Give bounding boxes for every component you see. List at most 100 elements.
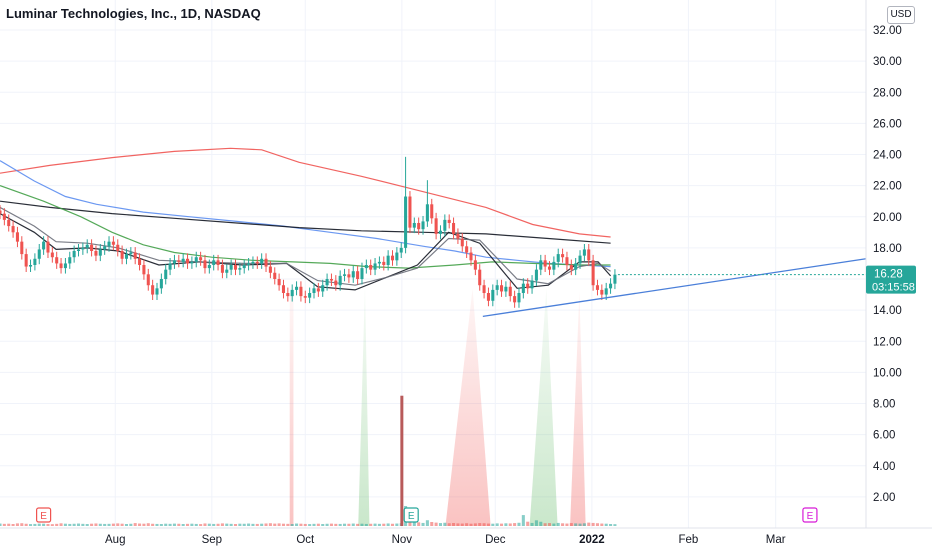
volume-bar: [76, 523, 81, 526]
price-tick-label: 32.00: [873, 25, 902, 37]
candle-body: [578, 255, 582, 264]
volume-bar: [46, 524, 50, 526]
moving-average-line: [0, 185, 611, 269]
volume-bar: [473, 523, 477, 526]
volume-bar: [373, 523, 377, 526]
candle-body: [604, 288, 608, 295]
volume-bar: [255, 523, 259, 526]
volume-bar: [517, 522, 521, 526]
candle-body: [233, 264, 238, 270]
volume-bar: [281, 523, 286, 526]
volume-bar: [456, 523, 460, 526]
trendlines: [482, 258, 867, 317]
last-price-value: 16.28: [874, 269, 903, 281]
earnings-marker-box: [36, 507, 52, 523]
candle-body: [434, 218, 438, 234]
candle-body: [482, 285, 486, 294]
currency-button[interactable]: USD: [887, 6, 915, 24]
volume-bar: [37, 523, 41, 526]
volume-bar: [33, 523, 37, 526]
volume-bar: [85, 524, 89, 526]
candle-body: [408, 196, 412, 228]
volume-bar: [574, 523, 578, 526]
candle-body: [94, 250, 98, 256]
volume-bar: [377, 523, 381, 526]
volume-bar: [273, 523, 277, 526]
candle-body: [151, 285, 155, 295]
chart-title: Luminar Technologies, Inc., 1D, NASDAQ: [6, 6, 261, 21]
volume-bar: [329, 523, 333, 526]
price-tick-label: 18.00: [873, 243, 902, 255]
candle-body: [377, 261, 381, 264]
candle-body: [59, 263, 63, 269]
volume-bar: [491, 523, 495, 526]
volume-bar: [129, 523, 133, 526]
candle-body: [386, 255, 390, 265]
candle-body: [465, 246, 469, 253]
candle-body: [534, 269, 538, 281]
candle-body: [98, 249, 102, 256]
volume-bar: [526, 521, 530, 526]
volume-bar: [369, 523, 373, 526]
volume-bar: [63, 523, 67, 526]
price-tick-label: 22.00: [873, 181, 902, 193]
moving-average-line: [0, 200, 611, 244]
candle-body: [469, 252, 473, 261]
volume-bar: [495, 523, 499, 526]
candle-body: [382, 261, 386, 265]
volume-bar: [146, 523, 150, 526]
volume-bar: [469, 523, 473, 526]
candle-body: [491, 289, 495, 301]
volume-bar: [7, 523, 11, 526]
time-axis-bg: [0, 528, 932, 550]
volume-bar: [220, 523, 224, 526]
volume-bar: [587, 522, 591, 526]
volume-bar: [277, 523, 281, 526]
volume-bar: [133, 523, 137, 526]
candle-body: [46, 241, 50, 253]
volume-bar: [190, 523, 194, 526]
volume-bar: [111, 523, 115, 526]
price-tick-label: 24.00: [873, 150, 902, 162]
volume-bar: [443, 522, 447, 526]
candle-body: [587, 249, 591, 261]
volume-bar: [151, 523, 155, 526]
candle-body: [103, 246, 107, 250]
volume-bar: [561, 523, 565, 526]
candle-body: [229, 264, 233, 270]
candle-body: [316, 288, 320, 292]
volume-bar: [539, 521, 543, 526]
candle-body: [395, 252, 399, 261]
candle-body: [207, 264, 211, 269]
candle-body: [364, 264, 368, 269]
candle-body: [68, 257, 72, 264]
candle-body: [539, 260, 543, 270]
candle-body: [399, 247, 403, 253]
volume-bar: [229, 523, 233, 526]
volume-bar: [316, 523, 320, 526]
candle-body: [238, 268, 242, 270]
time-tick-label: Nov: [392, 534, 413, 546]
candle-body: [286, 293, 290, 297]
volume-bar: [103, 523, 107, 526]
volume-bar: [595, 523, 600, 526]
price-tick-label: 14.00: [873, 305, 902, 317]
price-tick-label: 30.00: [873, 56, 902, 68]
volume-bar: [20, 523, 24, 526]
volume-bar: [212, 523, 216, 526]
volume-bar: [569, 523, 573, 526]
volume-bar: [172, 523, 176, 526]
highlight-wedge: [570, 291, 586, 526]
volume-bar: [452, 523, 456, 526]
price-tick-label: 6.00: [873, 430, 895, 442]
candle-body: [517, 293, 521, 303]
candle-body: [181, 258, 185, 262]
volume-bar: [351, 523, 355, 526]
candle-body: [321, 285, 325, 292]
volume-bar: [486, 523, 490, 526]
earnings-marker-label: E: [40, 511, 47, 522]
price-tick-label: 8.00: [873, 399, 895, 411]
candle-body: [220, 264, 224, 273]
volume-bar: [72, 523, 76, 526]
